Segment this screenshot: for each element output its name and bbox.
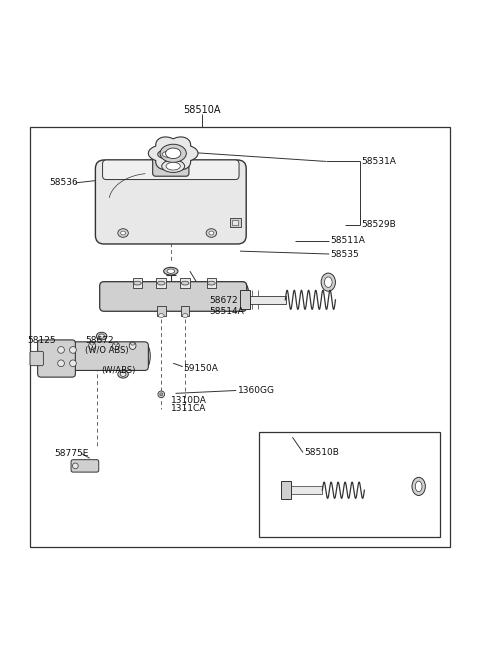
Bar bbox=[259, 432, 441, 538]
Ellipse shape bbox=[70, 360, 76, 367]
Text: 58514A: 58514A bbox=[209, 307, 244, 316]
Ellipse shape bbox=[207, 281, 215, 285]
Ellipse shape bbox=[129, 342, 136, 350]
Text: 58672: 58672 bbox=[209, 296, 238, 305]
Bar bbox=[132, 278, 142, 288]
Text: 58536: 58536 bbox=[49, 178, 78, 187]
Text: 58511A: 58511A bbox=[331, 236, 366, 245]
FancyBboxPatch shape bbox=[153, 151, 189, 176]
Bar bbox=[230, 218, 241, 227]
FancyBboxPatch shape bbox=[103, 160, 239, 179]
Text: 1311CA: 1311CA bbox=[171, 404, 206, 413]
Ellipse shape bbox=[324, 277, 332, 288]
Ellipse shape bbox=[162, 160, 185, 172]
Ellipse shape bbox=[166, 148, 181, 159]
Ellipse shape bbox=[321, 273, 336, 291]
Text: 58531A: 58531A bbox=[362, 157, 396, 166]
Text: 58535: 58535 bbox=[331, 250, 360, 259]
Ellipse shape bbox=[118, 371, 128, 378]
Bar bbox=[157, 306, 166, 316]
Ellipse shape bbox=[70, 346, 76, 353]
Ellipse shape bbox=[131, 343, 134, 345]
Ellipse shape bbox=[181, 281, 189, 285]
Ellipse shape bbox=[415, 481, 422, 492]
FancyBboxPatch shape bbox=[71, 460, 99, 472]
Ellipse shape bbox=[113, 342, 119, 350]
Text: 59150A: 59150A bbox=[184, 364, 218, 373]
Text: 58125: 58125 bbox=[28, 337, 56, 345]
FancyBboxPatch shape bbox=[67, 342, 148, 371]
Text: 1310DA: 1310DA bbox=[171, 396, 207, 405]
Ellipse shape bbox=[120, 372, 126, 377]
Circle shape bbox=[158, 391, 165, 398]
Ellipse shape bbox=[166, 162, 180, 170]
Ellipse shape bbox=[99, 334, 105, 338]
Ellipse shape bbox=[118, 229, 128, 237]
Ellipse shape bbox=[90, 343, 94, 345]
Text: (W/O ABS): (W/O ABS) bbox=[85, 346, 129, 355]
Ellipse shape bbox=[412, 477, 425, 495]
Ellipse shape bbox=[58, 346, 64, 353]
Ellipse shape bbox=[157, 157, 190, 176]
Ellipse shape bbox=[236, 282, 249, 311]
Circle shape bbox=[160, 393, 163, 396]
Bar bbox=[251, 296, 286, 304]
Bar bbox=[181, 306, 190, 316]
Ellipse shape bbox=[182, 314, 188, 318]
Bar bbox=[281, 481, 291, 499]
Ellipse shape bbox=[120, 231, 125, 235]
Text: (W/ABS): (W/ABS) bbox=[102, 366, 136, 375]
Ellipse shape bbox=[157, 149, 184, 160]
FancyBboxPatch shape bbox=[96, 160, 246, 244]
Text: 58510B: 58510B bbox=[304, 448, 339, 457]
Ellipse shape bbox=[160, 144, 186, 162]
FancyBboxPatch shape bbox=[100, 282, 247, 311]
FancyBboxPatch shape bbox=[30, 351, 43, 365]
Bar bbox=[291, 487, 323, 494]
Bar bbox=[156, 278, 166, 288]
Bar bbox=[232, 219, 238, 225]
Bar bbox=[206, 278, 216, 288]
Ellipse shape bbox=[139, 343, 150, 369]
Ellipse shape bbox=[114, 343, 118, 345]
Bar bbox=[180, 278, 190, 288]
Ellipse shape bbox=[209, 231, 214, 235]
Text: 58775E: 58775E bbox=[54, 449, 88, 458]
Ellipse shape bbox=[158, 314, 164, 318]
Ellipse shape bbox=[96, 332, 107, 340]
Ellipse shape bbox=[206, 229, 216, 237]
Ellipse shape bbox=[164, 267, 178, 275]
Ellipse shape bbox=[162, 151, 180, 158]
Polygon shape bbox=[148, 137, 198, 170]
Ellipse shape bbox=[58, 360, 64, 367]
Ellipse shape bbox=[157, 281, 165, 285]
FancyBboxPatch shape bbox=[37, 340, 75, 377]
Ellipse shape bbox=[72, 463, 78, 469]
Ellipse shape bbox=[167, 269, 175, 273]
Text: 58529B: 58529B bbox=[362, 220, 396, 229]
Text: 58672: 58672 bbox=[85, 337, 114, 345]
Bar bbox=[240, 290, 251, 309]
Bar bbox=[30, 127, 450, 547]
Ellipse shape bbox=[133, 281, 141, 285]
Text: 58510A: 58510A bbox=[183, 105, 221, 115]
Ellipse shape bbox=[89, 342, 96, 350]
Text: 1360GG: 1360GG bbox=[238, 386, 275, 395]
